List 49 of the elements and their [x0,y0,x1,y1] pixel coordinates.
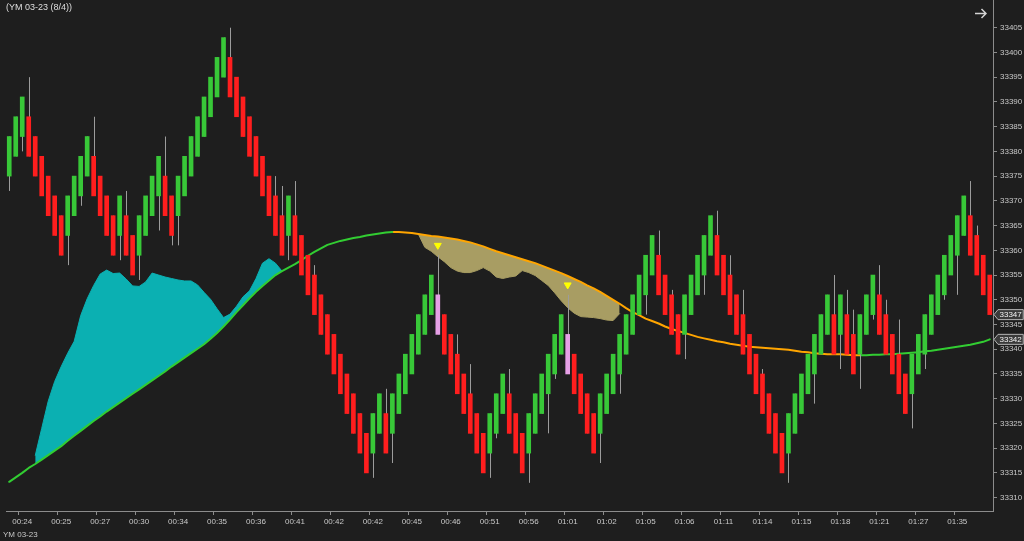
y-tick-label: 33350 [1000,294,1023,304]
x-tick-label: 01:14 [752,517,774,526]
x-tick-label: 00:36 [245,517,267,526]
y-tick-label: 33340 [1000,344,1023,354]
x-tick-label: 00:35 [207,517,228,526]
x-tick-label: 00:27 [90,517,111,526]
annotation: 33347 [999,310,1023,320]
x-tick-label: 00:51 [479,517,501,526]
x-tick-label: 01:21 [869,517,890,526]
y-tick-label: 33365 [1000,220,1023,230]
x-tick-label: 00:24 [12,517,33,526]
y-tick-label: 33390 [1000,97,1023,107]
text: YM 03-23 [3,530,38,540]
y-tick-label: 33405 [1000,22,1023,32]
y-tick-label: 33385 [1000,121,1023,131]
y-tick-label: 33380 [1000,146,1023,156]
y-tick-label: 33395 [1000,72,1023,82]
x-tick-label: 01:15 [791,517,812,526]
x-tick-label: 00:42 [323,517,345,526]
x-tick-label: 00:56 [518,517,540,526]
y-tick-label: 33310 [1000,492,1023,502]
x-tick-label: 01:27 [908,517,929,526]
x-tick-label: 01:05 [635,517,657,526]
x-tick-label: 00:30 [129,517,150,526]
x-tick-label: 01:02 [596,517,618,526]
x-tick-label: 00:34 [168,517,189,526]
x-tick-label: 00:42 [362,517,384,526]
y-tick-label: 33330 [1000,393,1023,403]
x-tick-label: 01:35 [947,517,968,526]
y-tick-label: 33345 [1000,319,1023,329]
y-tick-label: 33320 [1000,443,1023,453]
y-tick-label: 33355 [1000,270,1023,280]
chart-title: (YM 03-23 (8/4)) [6,2,73,13]
y-tick-label: 33325 [1000,418,1023,428]
x-tick-label: 01:01 [557,517,579,526]
annotation: 33342 [999,335,1023,345]
y-tick-label: 33335 [1000,369,1023,379]
x-tick-label: 01:18 [830,517,851,526]
y-tick-label: 33315 [1000,468,1023,478]
x-tick-label: 00:25 [51,517,72,526]
y-tick-label: 33400 [1000,47,1023,57]
x-tick-label: 00:46 [440,517,462,526]
x-tick-label: 01:06 [674,517,696,526]
y-tick-label: 33370 [1000,196,1023,206]
y-tick-label: 33360 [1000,245,1023,255]
x-tick-label: 01:11 [713,517,734,526]
x-tick-label: 00:41 [284,517,306,526]
x-tick-label: 00:45 [401,517,423,526]
y-tick-label: 33375 [1000,171,1023,181]
